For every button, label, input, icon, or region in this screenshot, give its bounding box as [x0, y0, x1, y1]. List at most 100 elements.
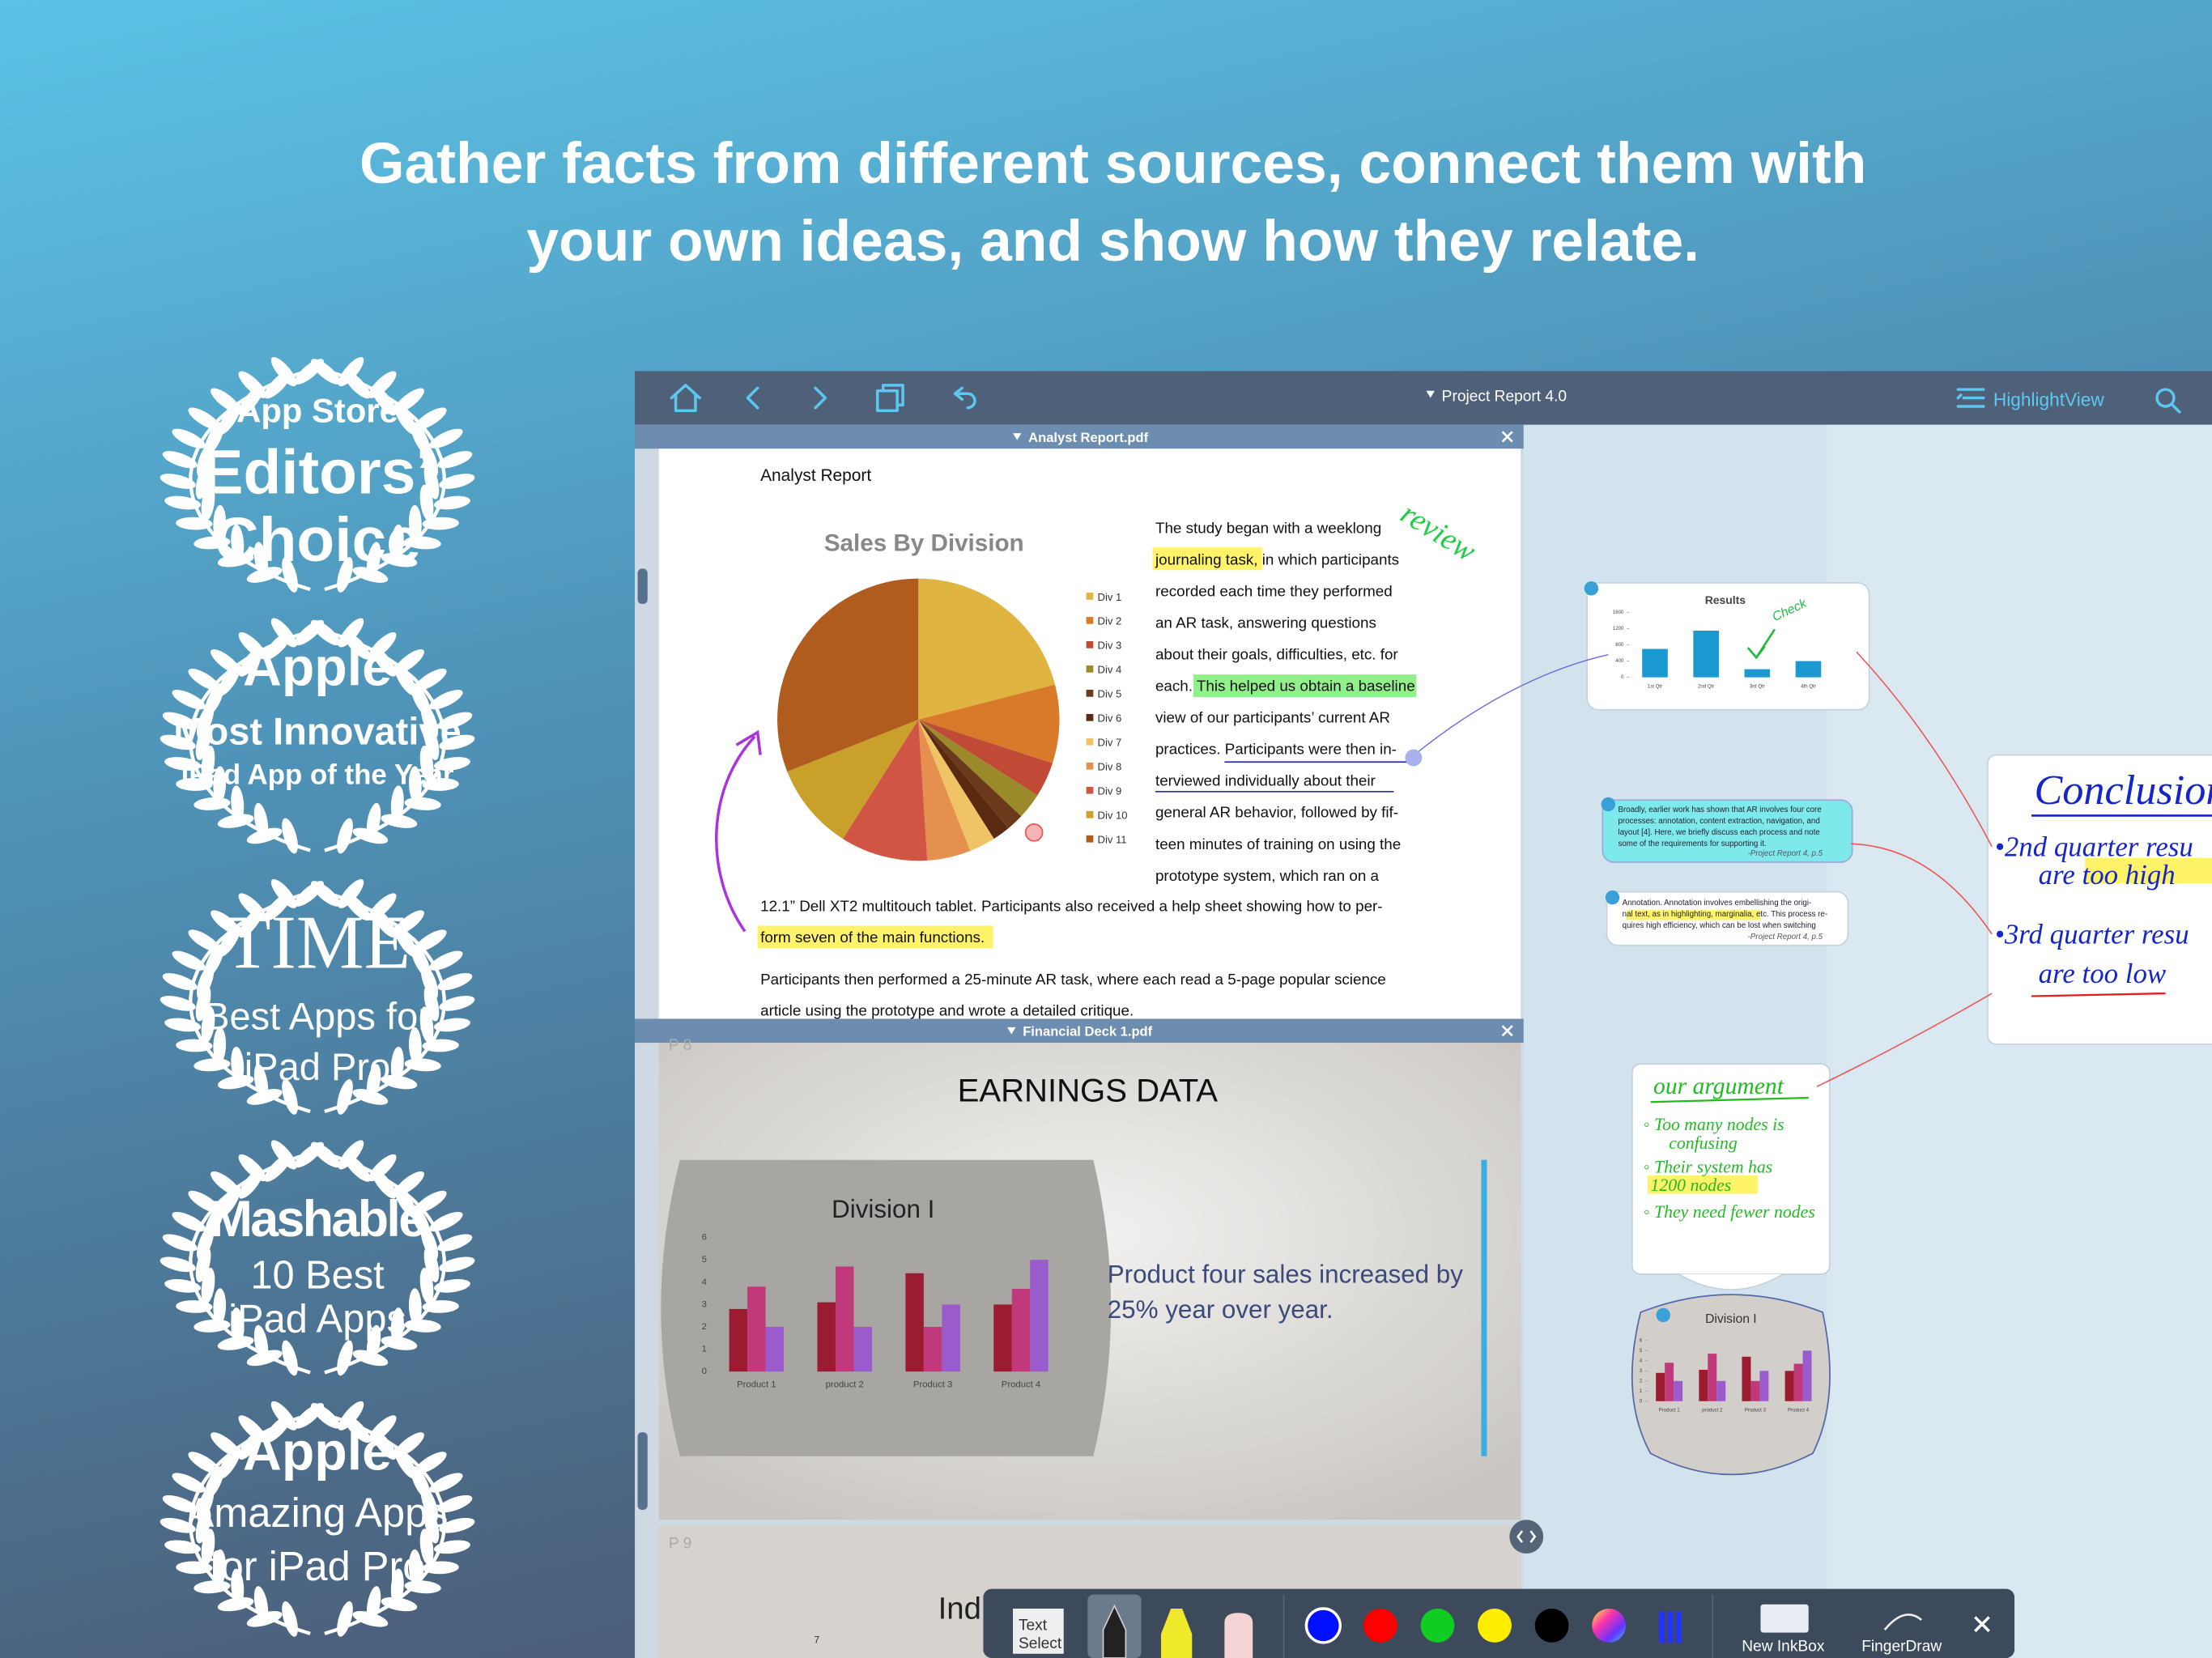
- laurel-leaf: [404, 1580, 441, 1594]
- ink-text: •2nd quarter resu: [1995, 831, 2193, 862]
- split-button[interactable]: [1509, 1520, 1544, 1554]
- laurel-leaf: [429, 1473, 463, 1493]
- stroke-width-option[interactable]: [1675, 1611, 1682, 1643]
- laurel-leaf: [164, 1540, 202, 1554]
- pie-slice: [918, 719, 1009, 840]
- stroke-width-option[interactable]: [1667, 1611, 1674, 1643]
- note-badge: [1601, 797, 1615, 812]
- close-button[interactable]: [1501, 1025, 1513, 1037]
- ink-arrow: [715, 729, 762, 933]
- eraser-tool[interactable]: [1224, 1613, 1253, 1658]
- laurel-leaf: [433, 1540, 470, 1554]
- laurel-leaf: [393, 925, 417, 957]
- pie-slice: [918, 719, 994, 851]
- doc-menu[interactable]: [1426, 390, 1435, 398]
- laurel-leaf: [404, 1319, 441, 1333]
- scroll-handle: [637, 1432, 648, 1510]
- color-swatch[interactable]: [1478, 1608, 1512, 1643]
- x-tick-label: Product 3: [1745, 1408, 1767, 1414]
- highlight: [1193, 674, 1417, 698]
- color-swatch[interactable]: [1534, 1608, 1569, 1643]
- bar: [853, 1326, 872, 1372]
- bar: [905, 1273, 924, 1372]
- text-select-button[interactable]: [1013, 1608, 1064, 1654]
- laurel-leaf: [422, 1039, 459, 1052]
- windows-button[interactable]: [875, 384, 904, 412]
- laurel-leaf: [264, 370, 291, 399]
- award-text: App Store: [236, 392, 398, 430]
- pie-slice: [918, 578, 1056, 720]
- award-text: 10 Best: [250, 1254, 385, 1298]
- body-text: article using the prototype and wrote a …: [760, 1001, 1134, 1018]
- highlightview-button[interactable]: HighlightView: [1993, 389, 2104, 410]
- ink-text: ◦ Their system has: [1644, 1157, 1772, 1176]
- bar: [923, 1326, 942, 1372]
- award-text: iPad Apps: [228, 1298, 406, 1341]
- search-icon[interactable]: [2155, 388, 2176, 408]
- laurel-leaf: [415, 1452, 447, 1474]
- chart-title: Division I: [832, 1195, 934, 1223]
- laurel-leaf: [390, 524, 404, 562]
- laurel-leaf: [337, 818, 353, 854]
- laurel-leaf: [352, 567, 389, 583]
- laurel-leaf: [282, 1079, 298, 1115]
- laurel-leaf: [419, 745, 434, 782]
- close-button[interactable]: [1501, 431, 1513, 443]
- y-tick-label: 0: [1621, 674, 1624, 680]
- laurel-leaf: [439, 996, 475, 1011]
- pie-slice: [918, 719, 1053, 796]
- laurel-leaf: [270, 1401, 297, 1431]
- laurel-leaf: [238, 646, 264, 677]
- laurel-leaf: [429, 950, 463, 971]
- laurel-leaf: [381, 814, 418, 828]
- color-swatch[interactable]: [1592, 1608, 1627, 1643]
- link: [1816, 993, 1993, 1087]
- split-icon: [1516, 1530, 1537, 1543]
- pen-tool[interactable]: [1102, 1604, 1127, 1658]
- bar: [1795, 661, 1822, 678]
- bar: [1742, 1356, 1751, 1401]
- headline: your own ideas, and show how they relate…: [526, 209, 1699, 274]
- fingerdraw-button[interactable]: FingerDraw: [1861, 1639, 1942, 1656]
- color-swatch[interactable]: [1304, 1607, 1342, 1644]
- fingerdraw-icon[interactable]: [1883, 1613, 1922, 1630]
- inkbox-icon[interactable]: [1760, 1604, 1809, 1633]
- pie-slice: [918, 684, 1060, 763]
- laurel-leaf: [246, 567, 283, 583]
- laurel-leaf: [337, 557, 353, 593]
- laurel-leaf: [160, 996, 196, 1011]
- y-tick-label: 1200: [1613, 626, 1624, 631]
- color-swatch[interactable]: [1363, 1608, 1397, 1643]
- laurel-leaf: [213, 766, 227, 803]
- laurel-leaf: [423, 1507, 440, 1544]
- home-button[interactable]: [670, 384, 701, 412]
- laurel-leaf: [337, 1601, 353, 1637]
- quote-text: some of the requirements for supporting …: [1618, 840, 1766, 848]
- color-swatch[interactable]: [1420, 1608, 1455, 1643]
- laurel-leaf: [408, 1027, 422, 1065]
- stroke-width-option[interactable]: [1659, 1611, 1665, 1643]
- quote-card: [1602, 799, 1853, 863]
- highlightview-icon[interactable]: [1956, 388, 1985, 408]
- laurel-leaf: [420, 1225, 439, 1261]
- body-text: general AR behavior, followed by fif-: [1155, 804, 1398, 821]
- legend-swatch: [1086, 665, 1094, 673]
- laurel-leaf: [264, 892, 291, 921]
- laurel-leaf: [282, 1340, 298, 1376]
- forward-button[interactable]: [814, 386, 827, 410]
- highlight: [1152, 547, 1263, 571]
- close-button[interactable]: [1974, 1616, 1990, 1633]
- back-button[interactable]: [746, 386, 759, 410]
- laurel-leaf: [196, 703, 215, 738]
- highlighter-tool[interactable]: [1160, 1608, 1193, 1658]
- laurel-leaf: [429, 690, 463, 710]
- undo-button[interactable]: [953, 386, 976, 410]
- laurel-leaf: [217, 1074, 254, 1090]
- ink-text: •3rd quarter resu: [1995, 918, 2189, 950]
- ink-text: are too low: [2039, 958, 2166, 989]
- laurel-leaf: [338, 1140, 364, 1170]
- ink-dot: [1024, 823, 1044, 842]
- award-text: Choice: [214, 506, 421, 575]
- new-inkbox-button[interactable]: New InkBox: [1742, 1639, 1825, 1656]
- laurel-leaf: [420, 703, 439, 738]
